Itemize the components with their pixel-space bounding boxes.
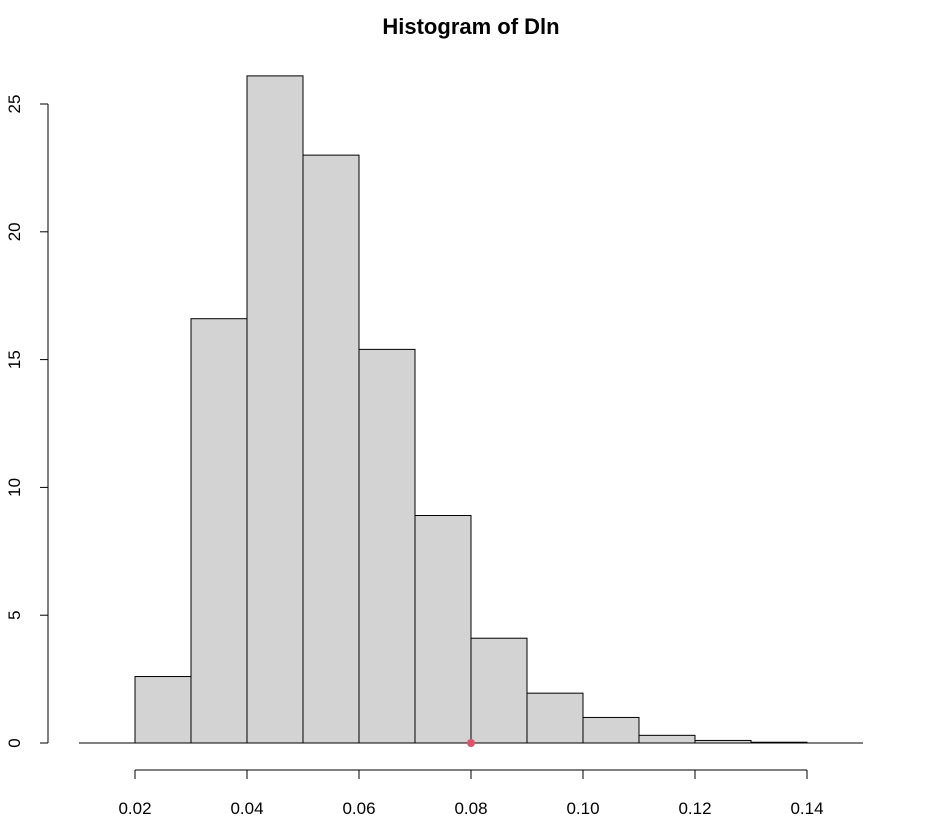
- x-axis: 0.02 0.04 0.06 0.08 0.10 0.12 0.14: [118, 769, 824, 818]
- histogram-bar-9: [582, 716, 640, 744]
- histogram-bar-6: [414, 515, 472, 744]
- histogram-bar-2: [190, 318, 248, 744]
- markers: [467, 739, 475, 747]
- x-tick-label: 0.12: [678, 799, 711, 818]
- x-tick-label: 0.06: [342, 799, 375, 818]
- y-tick-label: 25: [5, 95, 24, 114]
- y-tick-label: 15: [5, 350, 24, 369]
- chart-title: Histogram of Dln: [382, 14, 559, 39]
- histogram-bar-8: [526, 692, 584, 744]
- histogram-bars: [134, 75, 808, 744]
- y-tick-label: 0: [5, 738, 24, 747]
- x-tick-label: 0.14: [790, 799, 823, 818]
- y-axis: 0 5 10 15 20 25: [5, 95, 49, 748]
- red-point-marker: [467, 739, 475, 747]
- histogram-bar-3: [246, 75, 304, 744]
- histogram-bar-5: [358, 348, 416, 744]
- histogram-bar-1: [134, 676, 192, 744]
- y-tick-label: 5: [5, 610, 24, 619]
- x-tick-label: 0.04: [230, 799, 263, 818]
- histogram-bar-7: [470, 637, 528, 744]
- histogram-bar-10: [638, 734, 696, 744]
- y-tick-label: 20: [5, 222, 24, 241]
- x-tick-label: 0.10: [566, 799, 599, 818]
- x-tick-label: 0.02: [118, 799, 151, 818]
- histogram-bar-4: [302, 154, 360, 744]
- x-tick-label: 0.08: [454, 799, 487, 818]
- y-tick-label: 10: [5, 478, 24, 497]
